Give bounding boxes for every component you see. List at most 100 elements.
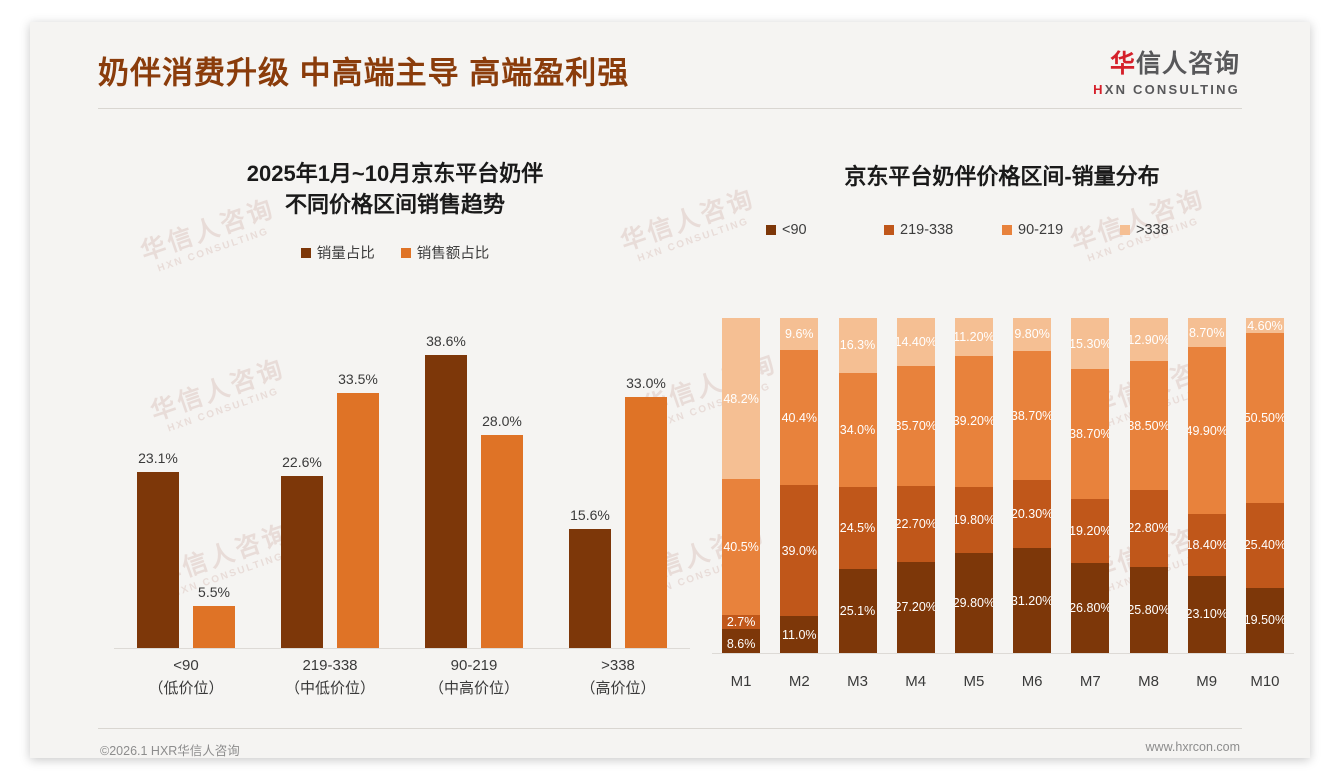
stack-segment[interactable]: 20.30% — [1013, 480, 1052, 549]
right-legend-item[interactable]: 219-338 — [884, 222, 1002, 238]
stack-segment[interactable]: 31.20% — [1013, 548, 1052, 653]
stacked-bar-column[interactable]: 8.70% 49.90% 18.40% 23.10% — [1178, 318, 1236, 653]
stack-segment[interactable]: 11.20% — [954, 318, 993, 356]
stack-segment[interactable]: 4.60% — [1245, 318, 1284, 334]
stack-segment[interactable]: 27.20% — [896, 561, 935, 653]
stack-segment[interactable]: 23.10% — [1187, 575, 1226, 653]
stacked-bar-column[interactable]: 16.3% 34.0% 24.5% 25.1% — [828, 318, 886, 653]
stack-segment[interactable]: 24.5% — [838, 486, 877, 569]
month-label: M2 — [788, 673, 810, 690]
stack-segment[interactable]: 50.50% — [1245, 333, 1284, 503]
left-chart-title-line1: 2025年1月~10月京东平台奶伴 — [246, 161, 544, 186]
left-legend-item[interactable]: 销售额占比 — [400, 242, 489, 263]
stacked-bar[interactable]: 4.60% 50.50% 25.40% 19.50% — [1245, 318, 1284, 653]
right-axis-line — [712, 653, 1294, 654]
stack-segment[interactable]: 25.40% — [1245, 502, 1284, 588]
logo-rest-chars: 信人咨询 — [1135, 50, 1240, 78]
bar-rect[interactable] — [625, 397, 667, 648]
stack-segment-label: 11.0% — [782, 627, 817, 642]
bar-rect[interactable] — [137, 472, 179, 648]
stack-segment[interactable]: 40.5% — [722, 479, 761, 616]
logo-english: HXN CONSULTING — [1093, 83, 1240, 96]
stacked-bar[interactable]: 9.6% 40.4% 39.0% 11.0% — [780, 318, 819, 653]
bar-column[interactable]: 28.0% — [481, 306, 523, 648]
stack-segment[interactable]: 18.40% — [1187, 514, 1226, 576]
stacked-bar-column[interactable]: 11.20% 39.20% 19.80% 29.80% — [945, 318, 1003, 653]
stacked-bar[interactable]: 9.80% 38.70% 20.30% 31.20% — [1013, 318, 1052, 653]
stack-segment[interactable]: 2.7% — [722, 615, 761, 630]
stack-segment[interactable]: 38.50% — [1129, 361, 1168, 491]
bar-column[interactable]: 33.5% — [337, 306, 379, 648]
stack-segment[interactable]: 22.70% — [896, 485, 935, 562]
stack-segment-label: 22.70% — [896, 516, 935, 531]
bar-rect[interactable] — [337, 393, 379, 648]
stack-segment[interactable]: 9.6% — [780, 318, 819, 351]
bar-column[interactable]: 15.6% — [569, 306, 611, 648]
stack-segment[interactable]: 48.2% — [722, 318, 761, 480]
bar-column[interactable]: 33.0% — [625, 306, 667, 648]
right-legend-item[interactable]: >338 — [1120, 222, 1238, 238]
bar-value-label: 33.0% — [626, 375, 666, 392]
bar-rect[interactable] — [569, 529, 611, 648]
stacked-bar[interactable]: 8.70% 49.90% 18.40% 23.10% — [1187, 318, 1226, 653]
right-legend-item[interactable]: <90 — [766, 222, 884, 238]
stacked-bar[interactable]: 16.3% 34.0% 24.5% 25.1% — [838, 318, 877, 653]
bar-rect[interactable] — [481, 435, 523, 648]
stack-segment[interactable]: 34.0% — [838, 372, 877, 487]
stack-segment-label: 27.20% — [896, 600, 935, 615]
stacked-bar-column[interactable]: 48.2% 40.5% 2.7% 8.6% — [712, 318, 770, 653]
stack-segment[interactable]: 38.70% — [1071, 369, 1110, 499]
stack-segment[interactable]: 14.40% — [896, 318, 935, 367]
stack-segment[interactable]: 49.90% — [1187, 347, 1226, 515]
stack-segment[interactable]: 29.80% — [954, 553, 993, 653]
stacked-bar[interactable]: 12.90% 38.50% 22.80% 25.80% — [1129, 318, 1168, 653]
stack-segment[interactable]: 25.1% — [838, 568, 877, 653]
stacked-bar-column[interactable]: 9.6% 40.4% 39.0% 11.0% — [770, 318, 828, 653]
left-legend-item[interactable]: 销量占比 — [300, 242, 375, 263]
left-chart-panel: 2025年1月~10月京东平台奶伴 不同价格区间销售趋势 销量占比 销售额占比 2… — [90, 134, 700, 714]
stack-segment[interactable]: 19.80% — [954, 486, 993, 554]
stack-segment[interactable]: 19.50% — [1245, 587, 1284, 653]
stacked-bar-column[interactable]: 12.90% 38.50% 22.80% 25.80% — [1119, 318, 1177, 653]
stacked-bar-column[interactable]: 15.30% 38.70% 19.20% 26.80% — [1061, 318, 1119, 653]
stack-segment-label: 49.90% — [1187, 423, 1226, 438]
stacked-bar[interactable]: 15.30% 38.70% 19.20% 26.80% — [1071, 318, 1110, 653]
stacked-bar[interactable]: 48.2% 40.5% 2.7% 8.6% — [722, 318, 761, 653]
stack-segment[interactable]: 19.20% — [1071, 498, 1110, 564]
bar-rect[interactable] — [193, 606, 235, 648]
stack-segment[interactable]: 22.80% — [1129, 490, 1168, 567]
stack-segment[interactable]: 16.3% — [838, 318, 877, 373]
stacked-bar[interactable]: 11.20% 39.20% 19.80% 29.80% — [954, 318, 993, 653]
stack-segment[interactable]: 39.20% — [954, 355, 993, 487]
stack-segment-label: 8.6% — [726, 636, 756, 651]
bar-column[interactable]: 5.5% — [193, 306, 235, 648]
stacked-bar-column[interactable]: 4.60% 50.50% 25.40% 19.50% — [1236, 318, 1294, 653]
bar-column[interactable]: 38.6% — [425, 306, 467, 648]
stack-segment[interactable]: 39.0% — [780, 485, 819, 617]
stack-segment[interactable]: 40.4% — [780, 350, 819, 486]
right-legend-item[interactable]: 90-219 — [1002, 222, 1120, 238]
stack-segment[interactable]: 26.80% — [1071, 563, 1110, 653]
bar-column[interactable]: 23.1% — [137, 306, 179, 648]
bar-rect[interactable] — [281, 476, 323, 648]
stack-segment[interactable]: 8.6% — [722, 629, 761, 653]
bar-rect[interactable] — [425, 354, 467, 648]
stack-segment[interactable]: 25.80% — [1129, 566, 1168, 653]
stack-segment[interactable]: 15.30% — [1071, 318, 1110, 370]
stack-segment[interactable]: 35.70% — [896, 366, 935, 486]
legend-swatch-icon — [766, 225, 776, 236]
stack-segment[interactable]: 38.70% — [1013, 350, 1052, 481]
stack-segment[interactable]: 12.90% — [1129, 318, 1168, 362]
bar-group: 38.6% 28.0% — [402, 306, 546, 648]
category-label-sub: （低价位） — [148, 679, 224, 697]
stack-segment-label: 2.7% — [726, 615, 756, 630]
stack-segment-label: 48.2% — [723, 391, 759, 406]
stacked-bar-column[interactable]: 14.40% 35.70% 22.70% 27.20% — [887, 318, 945, 653]
stack-segment[interactable]: 8.70% — [1187, 318, 1226, 348]
stacked-bar[interactable]: 14.40% 35.70% 22.70% 27.20% — [896, 318, 935, 653]
category-label: 219-338 （中低价位） — [258, 649, 402, 705]
stack-segment[interactable]: 9.80% — [1013, 318, 1052, 351]
bar-column[interactable]: 22.6% — [281, 306, 323, 648]
stack-segment[interactable]: 11.0% — [780, 616, 819, 653]
stacked-bar-column[interactable]: 9.80% 38.70% 20.30% 31.20% — [1003, 318, 1061, 653]
